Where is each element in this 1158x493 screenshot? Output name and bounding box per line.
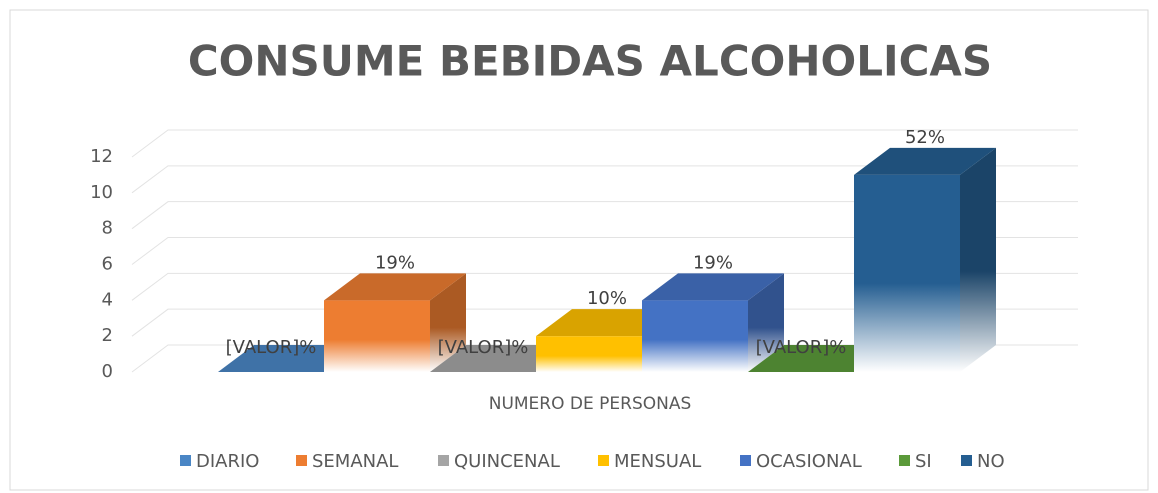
grid-line	[131, 129, 1078, 158]
bar-front	[536, 336, 642, 372]
chart-title: CONSUME BEBIDAS ALCOHOLICAS	[188, 37, 992, 86]
legend-swatch	[740, 455, 751, 466]
legend-label: MENSUAL	[614, 451, 701, 472]
legend-label: QUINCENAL	[454, 451, 560, 472]
y-tick-label: 6	[102, 254, 113, 275]
y-tick-label: 10	[90, 182, 113, 203]
y-tick-label: 12	[90, 146, 113, 167]
legend-label: NO	[977, 451, 1005, 472]
y-tick-label: 2	[102, 325, 113, 346]
bar	[642, 273, 784, 372]
legend-label: SI	[915, 451, 932, 472]
legend-swatch	[899, 455, 910, 466]
legend-label: DIARIO	[196, 451, 259, 472]
legend-swatch	[961, 455, 972, 466]
bar-top	[324, 273, 466, 301]
bar-side	[430, 273, 466, 372]
grid-line	[131, 237, 1078, 265]
grid-line	[131, 201, 1078, 230]
legend-swatch	[180, 455, 191, 466]
y-tick-label: 0	[102, 361, 113, 382]
bar	[324, 273, 466, 372]
y-tick-label: 4	[102, 289, 113, 310]
data-label: 19%	[693, 252, 733, 273]
data-label: 10%	[587, 288, 627, 309]
legend-swatch	[296, 455, 307, 466]
legend-label: OCASIONAL	[756, 451, 862, 472]
y-tick-label: 8	[102, 218, 113, 239]
legend-swatch	[598, 455, 609, 466]
bar-front	[854, 174, 960, 372]
data-label: [VALOR]%	[438, 337, 529, 358]
legend-swatch	[438, 455, 449, 466]
data-label: [VALOR]%	[756, 337, 847, 358]
bar-side	[748, 273, 784, 372]
bar-front	[324, 300, 430, 372]
data-label: [VALOR]%	[226, 337, 317, 358]
bar	[854, 147, 996, 372]
data-label: 19%	[375, 252, 415, 273]
category-label: NUMERO DE PERSONAS	[489, 394, 692, 414]
bar-side	[960, 147, 996, 372]
grid-line	[131, 165, 1078, 194]
bar-front	[642, 300, 748, 372]
legend-label: SEMANAL	[312, 451, 398, 472]
data-label: 52%	[905, 127, 945, 148]
bar-top	[642, 273, 784, 301]
bar-top	[854, 147, 996, 175]
